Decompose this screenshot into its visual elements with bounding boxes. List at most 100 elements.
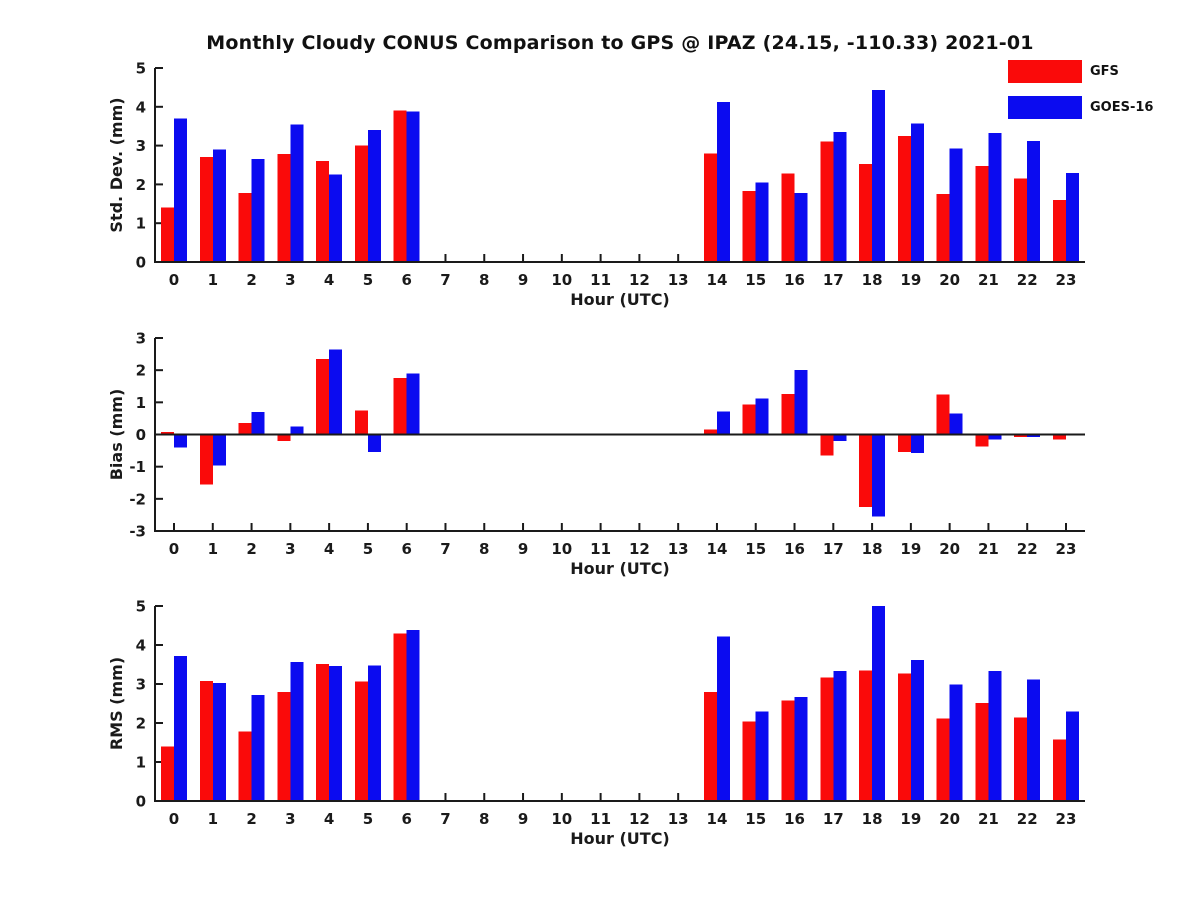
x-tick-label: 17 <box>823 810 844 828</box>
gfs-bar-hour-4 <box>316 161 330 262</box>
x-tick-label: 9 <box>518 271 528 289</box>
x-tick-label: 4 <box>324 810 334 828</box>
x-tick-label: 3 <box>285 810 295 828</box>
gfs-bar-hour-23 <box>1052 739 1066 801</box>
x-tick-label: 0 <box>169 540 179 558</box>
figure-title: Monthly Cloudy CONUS Comparison to GPS @… <box>206 32 1034 54</box>
y-axis-label: Std. Dev. (mm) <box>107 97 126 232</box>
x-tick-label: 21 <box>978 810 999 828</box>
x-tick-label: 17 <box>823 540 844 558</box>
gfs-bar-hour-5 <box>354 410 368 435</box>
gfs-bar-hour-3 <box>277 154 291 262</box>
x-tick-label: 5 <box>363 810 373 828</box>
x-tick-label: 14 <box>707 271 728 289</box>
goes16-bar-hour-17 <box>833 132 847 262</box>
goes16-bar-hour-1 <box>212 149 226 262</box>
y-tick-label: 3 <box>136 676 146 694</box>
gfs-bar-hour-19 <box>897 135 911 262</box>
gfs-bar-hour-6 <box>393 378 407 435</box>
x-tick-label: 3 <box>285 271 295 289</box>
x-tick-label: 14 <box>707 810 728 828</box>
x-tick-label: 23 <box>1056 810 1077 828</box>
x-tick-label: 9 <box>518 540 528 558</box>
goes16-bar-hour-14 <box>716 102 730 262</box>
gfs-bar-hour-3 <box>277 434 291 441</box>
goes16-bar-hour-3 <box>290 426 304 435</box>
x-tick-label: 7 <box>440 271 450 289</box>
gfs-bar-hour-17 <box>820 677 834 801</box>
goes16-bar-hour-21 <box>988 671 1002 801</box>
y-tick-label: 1 <box>136 754 146 772</box>
x-tick-label: 15 <box>745 540 766 558</box>
x-tick-label: 2 <box>246 271 256 289</box>
goes16-bar-hour-23 <box>1065 711 1079 801</box>
y-tick-label: 0 <box>136 793 146 811</box>
goes16-bar-hour-19 <box>910 434 924 454</box>
goes16-bar-hour-22 <box>1027 679 1041 801</box>
gfs-bar-hour-18 <box>859 670 873 801</box>
y-tick-label: -1 <box>129 458 146 476</box>
goes16-bar-hour-22 <box>1027 434 1041 438</box>
x-tick-label: 6 <box>401 810 411 828</box>
x-tick-label: 13 <box>668 271 689 289</box>
y-tick-label: 4 <box>136 637 146 655</box>
gfs-bar-hour-23 <box>1052 434 1066 440</box>
x-tick-label: 12 <box>629 540 650 558</box>
x-tick-label: 17 <box>823 271 844 289</box>
goes16-bar-hour-18 <box>872 606 886 801</box>
x-tick-label: 16 <box>784 540 805 558</box>
goes16-bar-hour-18 <box>872 434 886 517</box>
x-tick-label: 20 <box>939 271 960 289</box>
x-tick-label: 21 <box>978 271 999 289</box>
y-tick-label: 2 <box>136 715 146 733</box>
y-tick-label: 5 <box>136 598 146 616</box>
goes16-bar-hour-6 <box>406 111 420 263</box>
gfs-bar-hour-15 <box>742 721 756 801</box>
x-tick-label: 15 <box>745 810 766 828</box>
gfs-bar-hour-16 <box>781 700 795 801</box>
x-tick-label: 19 <box>900 271 921 289</box>
goes16-bar-hour-0 <box>174 118 187 262</box>
gfs-bar-hour-22 <box>1014 178 1028 262</box>
goes16-bar-hour-2 <box>251 411 265 435</box>
x-tick-label: 22 <box>1017 540 1038 558</box>
legend-item-goes16: GOES-16 <box>1008 96 1153 119</box>
y-axis-label: Bias (mm) <box>107 389 126 481</box>
goes16-bar-hour-2 <box>251 694 265 801</box>
x-tick-label: 0 <box>169 810 179 828</box>
x-tick-label: 2 <box>246 540 256 558</box>
goes16-bar-hour-4 <box>329 666 343 801</box>
legend: GFS GOES-16 <box>1008 60 1153 132</box>
goes16-bar-hour-0 <box>174 655 187 801</box>
x-tick-label: 4 <box>324 540 334 558</box>
goes16-bar-hour-5 <box>367 434 381 453</box>
goes16-bar-hour-1 <box>212 434 226 466</box>
goes16-bar-hour-20 <box>949 684 963 801</box>
goes16-bar-hour-15 <box>755 398 769 435</box>
x-tick-label: 8 <box>479 271 489 289</box>
y-tick-label: -2 <box>129 490 146 508</box>
legend-label-goes16: GOES-16 <box>1090 100 1154 115</box>
gfs-bar-hour-22 <box>1014 717 1028 801</box>
x-tick-label: 9 <box>518 810 528 828</box>
goes16-bar-hour-3 <box>290 124 304 262</box>
x-tick-label: 12 <box>629 810 650 828</box>
x-tick-label: 20 <box>939 810 960 828</box>
x-tick-label: 10 <box>551 540 572 558</box>
y-axis-label: RMS (mm) <box>107 657 126 750</box>
gfs-bar-hour-20 <box>936 394 950 435</box>
legend-swatch-gfs <box>1008 60 1082 83</box>
gfs-bar-hour-0 <box>161 432 174 435</box>
x-tick-label: 13 <box>668 540 689 558</box>
goes16-bar-hour-16 <box>794 696 808 801</box>
goes16-bar-hour-0 <box>174 434 187 448</box>
goes16-bar-hour-21 <box>988 434 1002 440</box>
y-tick-label: 2 <box>136 176 146 194</box>
x-axis-label: Hour (UTC) <box>570 559 670 578</box>
x-tick-label: 18 <box>862 271 883 289</box>
gfs-bar-hour-20 <box>936 194 950 262</box>
gfs-bar-hour-4 <box>316 664 330 801</box>
x-tick-label: 15 <box>745 271 766 289</box>
